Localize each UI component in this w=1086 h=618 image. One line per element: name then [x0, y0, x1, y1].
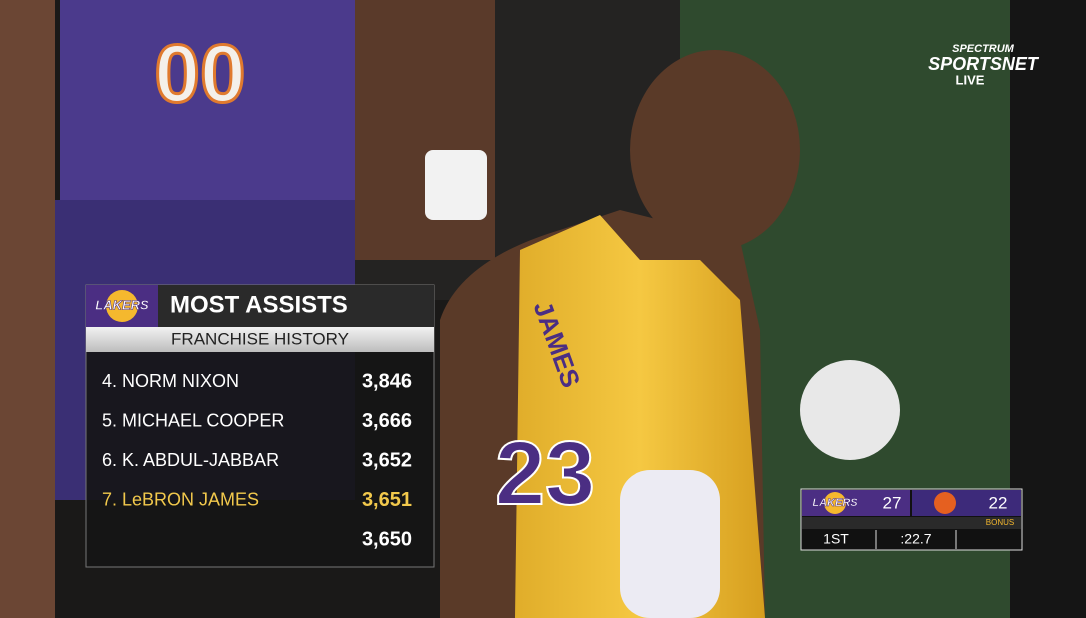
suns-jersey	[60, 0, 355, 239]
home-logo: LAKERS	[812, 497, 858, 509]
row-value: 3,666	[362, 410, 412, 432]
jersey-number: 23	[495, 424, 595, 524]
row-name: 7. LeBRON JAMES	[102, 490, 259, 510]
row-value: 3,651	[362, 489, 412, 511]
network-logo: SPORTSNET	[928, 54, 1040, 74]
network-logo: SPECTRUM	[952, 43, 1015, 55]
away-box	[912, 490, 1021, 516]
gatorade-logo	[800, 360, 900, 460]
head	[630, 50, 800, 250]
scorebug: LAKERS 27 22 BONUS 1ST :22.7	[800, 488, 1023, 551]
home-score: 27	[883, 493, 902, 512]
period: 1ST	[823, 531, 849, 547]
away-logo	[934, 492, 956, 514]
arm	[355, 0, 495, 260]
arm	[0, 0, 55, 618]
shadow	[1010, 0, 1086, 618]
home-logo-ball	[824, 492, 846, 514]
row-name: 5. MICHAEL COOPER	[102, 410, 284, 430]
leaderboard: LAKERS MOST ASSISTS FRANCHISE HISTORY 4.…	[85, 284, 435, 568]
wristband	[425, 150, 487, 220]
subtitle: FRANCHISE HISTORY	[171, 329, 349, 348]
row-name: 4. NORM NIXON	[102, 371, 239, 391]
rows: 4. NORM NIXON 3,846 5. MICHAEL COOPER 3,666…	[102, 370, 412, 550]
clock: :22.7	[900, 531, 931, 547]
row-value: 3,846	[362, 370, 412, 392]
bonus-row	[802, 517, 1021, 529]
row-name: 6. K. ABDUL-JABBAR	[102, 450, 279, 470]
row-value: 3,652	[362, 449, 412, 471]
title: MOST ASSISTS	[170, 291, 348, 318]
home-box	[802, 490, 910, 516]
away-score: 22	[989, 493, 1008, 512]
bonus: BONUS	[986, 518, 1014, 527]
network-logo: LIVE	[956, 72, 985, 87]
team-logo: LAKERS	[95, 297, 149, 312]
logo-ball	[106, 290, 138, 322]
row-value: 3,650	[362, 529, 412, 551]
jersey-number: 00	[154, 29, 245, 120]
arm-sleeve	[620, 470, 720, 618]
subtitle-band	[86, 327, 434, 352]
